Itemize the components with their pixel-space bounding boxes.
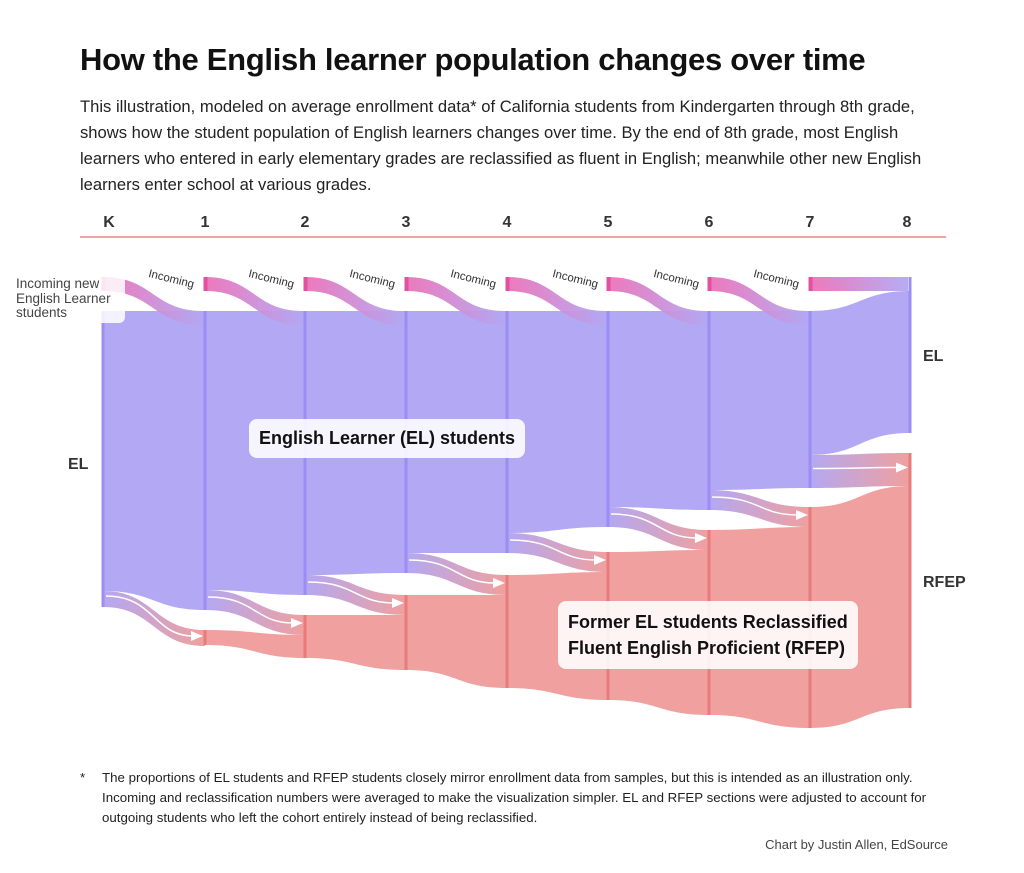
el-right-label: EL [923,348,944,365]
rfep-right-label: RFEP [923,574,966,591]
incoming-flow [103,277,203,325]
footnote-marker: * [80,770,86,785]
reclassification-flow [608,507,709,550]
incoming-flow [305,277,404,325]
footnote-text: The proportions of EL students and RFEP … [102,770,927,825]
arrowhead-icon [191,631,203,641]
incoming-node-5 [606,277,611,291]
grade-label-3: 3 [401,214,411,231]
arrowhead-icon [493,578,505,588]
incoming-flow [205,277,303,325]
el-node-K [101,311,105,607]
rfep-node-4 [505,575,509,688]
el-band [103,311,205,610]
reclassification-arrow-line [711,496,799,516]
reclassification-flow [103,591,205,646]
grade-label-k: K [103,214,115,231]
grade-axis-rule [80,236,946,238]
rfep-students-callout: Former EL students Reclassified Fluent E… [558,601,858,669]
grade-label-6: 6 [704,214,714,231]
footnote: * The proportions of EL students and RFE… [80,768,960,828]
arrowhead-icon [594,555,606,565]
el-band [709,311,810,490]
rfep-callout-line-1: Former EL students Reclassified [568,612,848,632]
arrowhead-icon [896,462,908,473]
grade-label-8: 8 [902,214,912,231]
grade-label-7: 7 [805,214,815,231]
reclassification-arrow-line [105,595,194,637]
el-band [810,291,910,455]
rfep-band [305,615,406,670]
rfep-band [406,595,507,688]
reclassification-arrow-line [509,539,597,561]
grade-label-2: 2 [300,214,310,231]
el-node-5 [606,311,610,527]
incoming-flow [608,277,707,325]
reclassification-arrow-line [307,581,395,604]
description: This illustration, modeled on average en… [80,97,922,194]
reclassification-arrow-line [610,513,698,539]
grade-label-5: 5 [603,214,613,231]
rfep-node-8 [908,453,912,708]
rfep-callout-line-2: Fluent English Proficient (RFEP) [568,638,846,658]
page-title: How the English learner population chang… [80,42,866,77]
el-band [507,311,608,533]
reclassification-arrow-line [207,596,294,624]
rfep-node-3 [404,595,408,670]
incoming-flow [709,277,808,325]
el-band [608,311,709,510]
incoming-flow [810,277,908,291]
incoming-node-2 [303,277,308,291]
el-students-callout: English Learner (EL) students [249,419,526,458]
reclassification-flow [810,453,910,488]
incoming-flow [406,277,505,325]
el-node-1 [203,311,207,610]
reclassification-flow [709,490,810,527]
reclassification-arrow-line [408,559,496,584]
arrowhead-icon [291,618,303,628]
reclassification-flow [305,575,406,615]
incoming-node-4 [505,277,510,291]
chart-credit: Chart by Justin Allen, EdSource [765,837,948,852]
incoming-node-6 [707,277,712,291]
incoming-node-3 [404,277,409,291]
grade-label-1: 1 [200,214,210,231]
arrowhead-icon [392,598,404,608]
el-node-7 [808,311,812,488]
arrowhead-icon [695,533,707,543]
reclassification-flow [507,533,608,572]
rfep-node-2 [303,615,307,658]
el-node-6 [707,311,711,510]
el-node-8 [908,277,912,433]
incoming-node-7 [808,277,813,291]
grade-label-4: 4 [502,214,512,231]
incoming-node-1 [203,277,208,291]
rfep-node-1 [203,630,207,645]
rfep-band [205,630,305,658]
incoming-new-students-label: Incoming new English Learner students [14,276,125,323]
reclassification-arrow-line [812,466,899,470]
incoming-flow [507,277,606,325]
arrowhead-icon [796,510,808,520]
reclassification-flow [406,553,507,595]
el-left-label: EL [68,456,89,473]
reclassification-flow [205,590,305,635]
